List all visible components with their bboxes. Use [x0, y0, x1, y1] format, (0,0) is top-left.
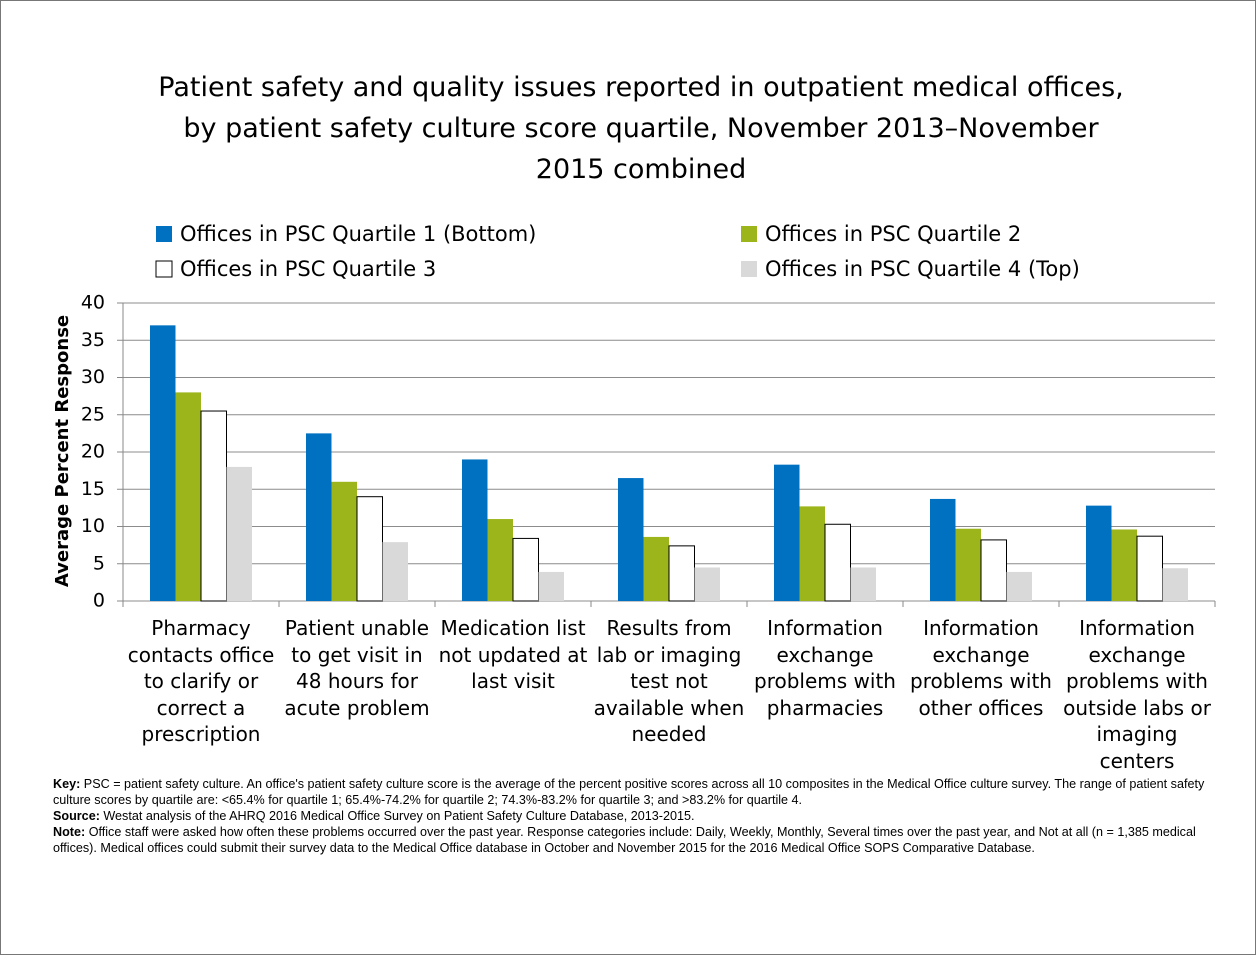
legend-swatch	[156, 226, 172, 242]
note-text: PSC = patient safety culture. An office'…	[53, 777, 1205, 807]
bar	[980, 539, 1007, 602]
bar	[799, 506, 825, 601]
x-tick-label: Results from lab or imaging test not ava…	[593, 616, 745, 746]
bar	[487, 519, 513, 601]
x-tick-label: Medication list not updated at last visi…	[438, 616, 588, 693]
y-tick-label: 35	[81, 329, 105, 351]
bar	[306, 433, 332, 601]
bar	[1136, 535, 1163, 602]
bar	[1086, 505, 1112, 601]
y-tick-label: 40	[81, 292, 105, 314]
bar	[331, 481, 357, 601]
x-tick-label: Information exchange problems with other…	[910, 616, 1052, 720]
y-tick-label: 20	[81, 441, 105, 463]
chart-title: Patient safety and quality issues report…	[158, 72, 1124, 185]
legend-label: Offices in PSC Quartile 1 (Bottom)	[180, 222, 536, 246]
bar	[1162, 568, 1188, 601]
note-label: Note:	[53, 825, 86, 839]
x-tick-label: Information exchange problems with pharm…	[754, 616, 896, 720]
bar	[774, 464, 800, 601]
bar	[538, 571, 564, 601]
bar	[668, 545, 695, 602]
bar	[643, 536, 669, 601]
bar	[618, 478, 644, 601]
x-tick-label: Information exchange problems with outsi…	[1063, 616, 1211, 773]
y-tick-label: 30	[81, 366, 105, 388]
bar	[382, 542, 408, 601]
note-label: Source:	[53, 809, 100, 823]
note: Source: Westat analysis of the AHRQ 2016…	[53, 808, 1223, 824]
bar	[1111, 529, 1137, 601]
legend-swatch	[741, 261, 757, 277]
y-tick-label: 10	[81, 515, 105, 537]
bar	[930, 498, 956, 601]
y-tick-label: 0	[93, 590, 105, 612]
bar	[175, 392, 201, 601]
bar	[512, 537, 539, 602]
bar	[200, 410, 227, 602]
note-label: Key:	[53, 777, 81, 791]
y-axis-label: Average Percent Response	[52, 315, 73, 587]
bar	[150, 325, 176, 601]
y-tick-label: 15	[81, 478, 105, 500]
bar	[462, 459, 488, 601]
bar	[955, 528, 981, 601]
legend-label: Offices in PSC Quartile 4 (Top)	[765, 257, 1080, 281]
bar	[226, 466, 252, 601]
x-tick-label: Patient unable to get visit in 48 hours …	[284, 616, 430, 720]
note-text: Westat analysis of the AHRQ 2016 Medical…	[103, 809, 695, 823]
bar	[356, 496, 383, 602]
bar	[1006, 571, 1032, 601]
legend-label: Offices in PSC Quartile 2	[765, 222, 1021, 246]
note: Note: Office staff were asked how often …	[53, 824, 1223, 856]
y-tick-label: 5	[93, 552, 105, 574]
note: Key: PSC = patient safety culture. An of…	[53, 776, 1223, 808]
notes: Key: PSC = patient safety culture. An of…	[53, 776, 1223, 856]
legend-swatch	[155, 260, 173, 278]
bar	[824, 523, 851, 602]
y-tick-label: 25	[81, 403, 105, 425]
legend-label: Offices in PSC Quartile 3	[180, 257, 436, 281]
bar	[850, 567, 876, 601]
x-tick-label: Pharmacy contacts office to clarify or c…	[127, 616, 275, 746]
legend-swatch	[741, 226, 757, 242]
bar	[694, 567, 720, 601]
note-text: Office staff were asked how often these …	[53, 825, 1196, 855]
